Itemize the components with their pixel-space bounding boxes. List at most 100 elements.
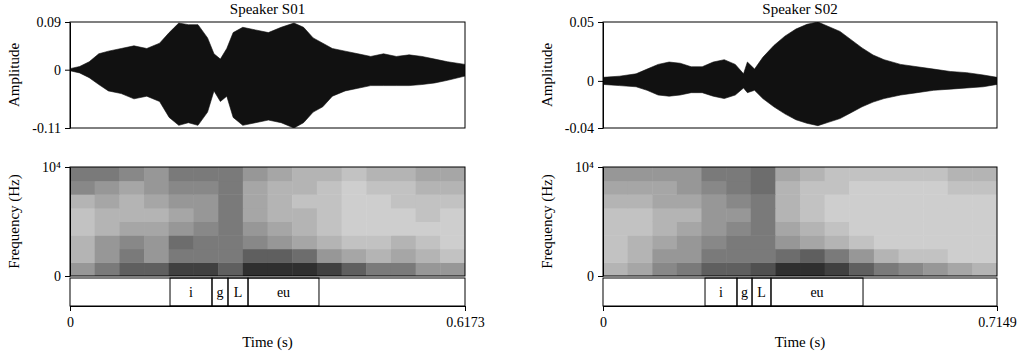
spectrogram-cell	[243, 249, 268, 263]
spectrogram-cell	[603, 194, 628, 208]
spectrogram-cell	[677, 235, 702, 249]
spectrogram-cell	[628, 235, 653, 249]
spectrogram-cell	[144, 208, 169, 222]
y-axis: 010⁴	[575, 160, 603, 284]
x-axis-tick: 0	[67, 306, 74, 330]
spectrogram-cell	[726, 167, 751, 181]
y-axis-tick-label: -0.11	[32, 121, 61, 136]
spectrogram-cell	[923, 235, 948, 249]
y-axis-tick-mark	[65, 167, 70, 168]
spectrogram-marks	[70, 167, 465, 276]
spectrogram-cell	[726, 262, 751, 276]
y-axis-tick-mark	[65, 70, 70, 71]
spectrogram-cell	[874, 249, 899, 263]
spectrogram-cell	[874, 235, 899, 249]
spectrogram-cell	[701, 194, 726, 208]
y-axis-line	[70, 168, 71, 277]
spectrogram-cell	[95, 235, 120, 249]
y-axis-tick-mark	[65, 22, 70, 23]
spectrogram-cell	[849, 249, 874, 263]
spectrogram-cell	[144, 235, 169, 249]
panel: -0.0400.05Speaker S02Amplitude010⁴Freque…	[539, 1, 1016, 351]
spectrogram-cell	[440, 249, 465, 263]
spectrogram-cell	[119, 262, 144, 276]
spectrogram-cell	[948, 167, 973, 181]
spectrogram-cell	[342, 194, 367, 208]
spectrogram-cell	[775, 262, 800, 276]
spectrogram-cell	[701, 235, 726, 249]
y-axis-title: Frequency (Hz)	[6, 174, 23, 269]
y-axis-tick-label: 0.09	[37, 15, 62, 30]
segment	[752, 278, 771, 306]
spectrogram-cell	[70, 262, 95, 276]
spectrogram-cell	[366, 249, 391, 263]
spectrogram-cell	[119, 249, 144, 263]
spectrogram-cell	[243, 167, 268, 181]
y-axis-tick: 0	[54, 63, 70, 78]
spectrogram-cell	[317, 262, 342, 276]
spectrogram-cell	[70, 167, 95, 181]
spectrogram-cell	[218, 262, 243, 276]
spectrogram-cell	[218, 181, 243, 195]
x-axis-line	[71, 306, 466, 307]
spectrogram-cell	[95, 222, 120, 236]
spectrogram-cell	[652, 222, 677, 236]
spectrogram-cell	[243, 208, 268, 222]
spectrogram-cell	[800, 235, 825, 249]
spectrogram-marks	[603, 167, 997, 276]
tier-frame	[603, 278, 997, 306]
spectrogram-cell	[775, 194, 800, 208]
spectrogram-cell	[726, 249, 751, 263]
spectrogram-cell	[193, 208, 218, 222]
spectrogram-cell	[144, 181, 169, 195]
spectrogram-cell	[243, 262, 268, 276]
spectrogram-cell	[95, 249, 120, 263]
spectrogram-cell	[972, 222, 997, 236]
spectrogram-cell	[317, 167, 342, 181]
spectrogram-cell	[874, 222, 899, 236]
spectrogram-cell	[317, 181, 342, 195]
spectrogram-cell	[800, 249, 825, 263]
spectrogram-cell	[825, 208, 850, 222]
spectrogram-cell	[342, 262, 367, 276]
spectrogram-cell	[416, 235, 441, 249]
spectrogram-cell	[70, 194, 95, 208]
y-axis-tick-label: -0.04	[565, 121, 594, 136]
y-axis-tick-label: 0	[587, 74, 594, 89]
spectrogram-cell	[701, 249, 726, 263]
spectrogram-cell	[169, 194, 194, 208]
y-axis-tick: 10⁴	[575, 160, 603, 175]
spectrogram-cell	[800, 222, 825, 236]
spectrogram-cell	[391, 181, 416, 195]
spectrogram-cell	[726, 208, 751, 222]
y-axis-line	[70, 23, 71, 129]
spectrogram-cell	[317, 194, 342, 208]
y-axis-tick: 0.05	[570, 15, 604, 30]
y-axis-title: Amplitude	[6, 43, 22, 108]
spectrogram-cell	[726, 194, 751, 208]
spectrogram-cell	[95, 181, 120, 195]
y-axis: -0.11 0 0.09	[32, 15, 70, 136]
spectrogram-cell	[119, 208, 144, 222]
waveform	[70, 23, 465, 128]
spectrogram-cell	[948, 222, 973, 236]
spectrogram-cell	[628, 262, 653, 276]
spectrogram-cell	[243, 194, 268, 208]
spectrogram-cell	[948, 181, 973, 195]
spectrogram-cell	[751, 208, 776, 222]
spectrogram-cell	[193, 181, 218, 195]
spectrogram-cell	[416, 194, 441, 208]
spectrogram-cell	[317, 249, 342, 263]
segment-label: L	[757, 285, 766, 300]
spectrogram-cell	[972, 208, 997, 222]
spectrogram-cell	[416, 262, 441, 276]
y-axis-tick-label: 10⁴	[575, 160, 594, 175]
spectrogram-cell	[70, 249, 95, 263]
spectrogram-cell	[972, 262, 997, 276]
spectrogram-cell	[119, 181, 144, 195]
spectrogram-cell	[603, 208, 628, 222]
spectrogram-cell	[292, 262, 317, 276]
segment-label: eu	[277, 285, 290, 300]
spectrogram-cell	[144, 222, 169, 236]
spectrogram-cell	[775, 235, 800, 249]
